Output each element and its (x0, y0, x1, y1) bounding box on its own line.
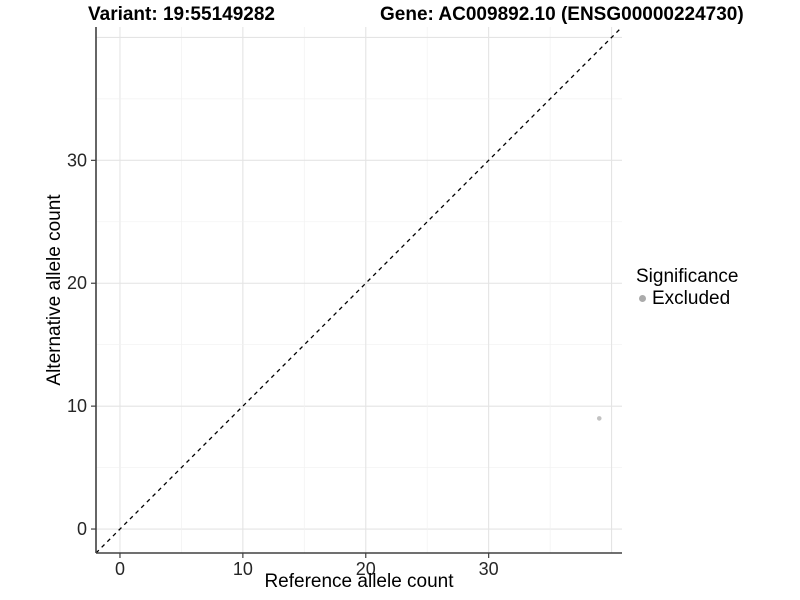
variant-title: Variant: 19:55149282 (88, 4, 275, 25)
y-axis-label: Alternative allele count (44, 194, 65, 386)
legend: Significance Excluded (636, 266, 738, 309)
legend-marker-circle-icon (639, 295, 646, 302)
y-tick-label: 10 (67, 396, 87, 416)
x-tick-label: 30 (479, 559, 499, 579)
x-tick-label: 20 (356, 559, 376, 579)
gene-title: Gene: AC009892.10 (ENSG00000224730) (380, 4, 744, 25)
identity-line (95, 26, 623, 554)
y-tick-label: 20 (67, 273, 87, 293)
y-tick-label: 0 (77, 519, 87, 539)
y-tick-label: 30 (67, 150, 87, 170)
legend-title: Significance (636, 266, 739, 287)
data-point (596, 416, 602, 421)
legend-item-excluded: Excluded (636, 288, 738, 309)
legend-item-label: Excluded (652, 288, 731, 309)
x-tick-label: 10 (233, 559, 253, 579)
x-axis-label: Reference allele count (264, 571, 454, 592)
x-tick-label: 0 (115, 559, 125, 579)
